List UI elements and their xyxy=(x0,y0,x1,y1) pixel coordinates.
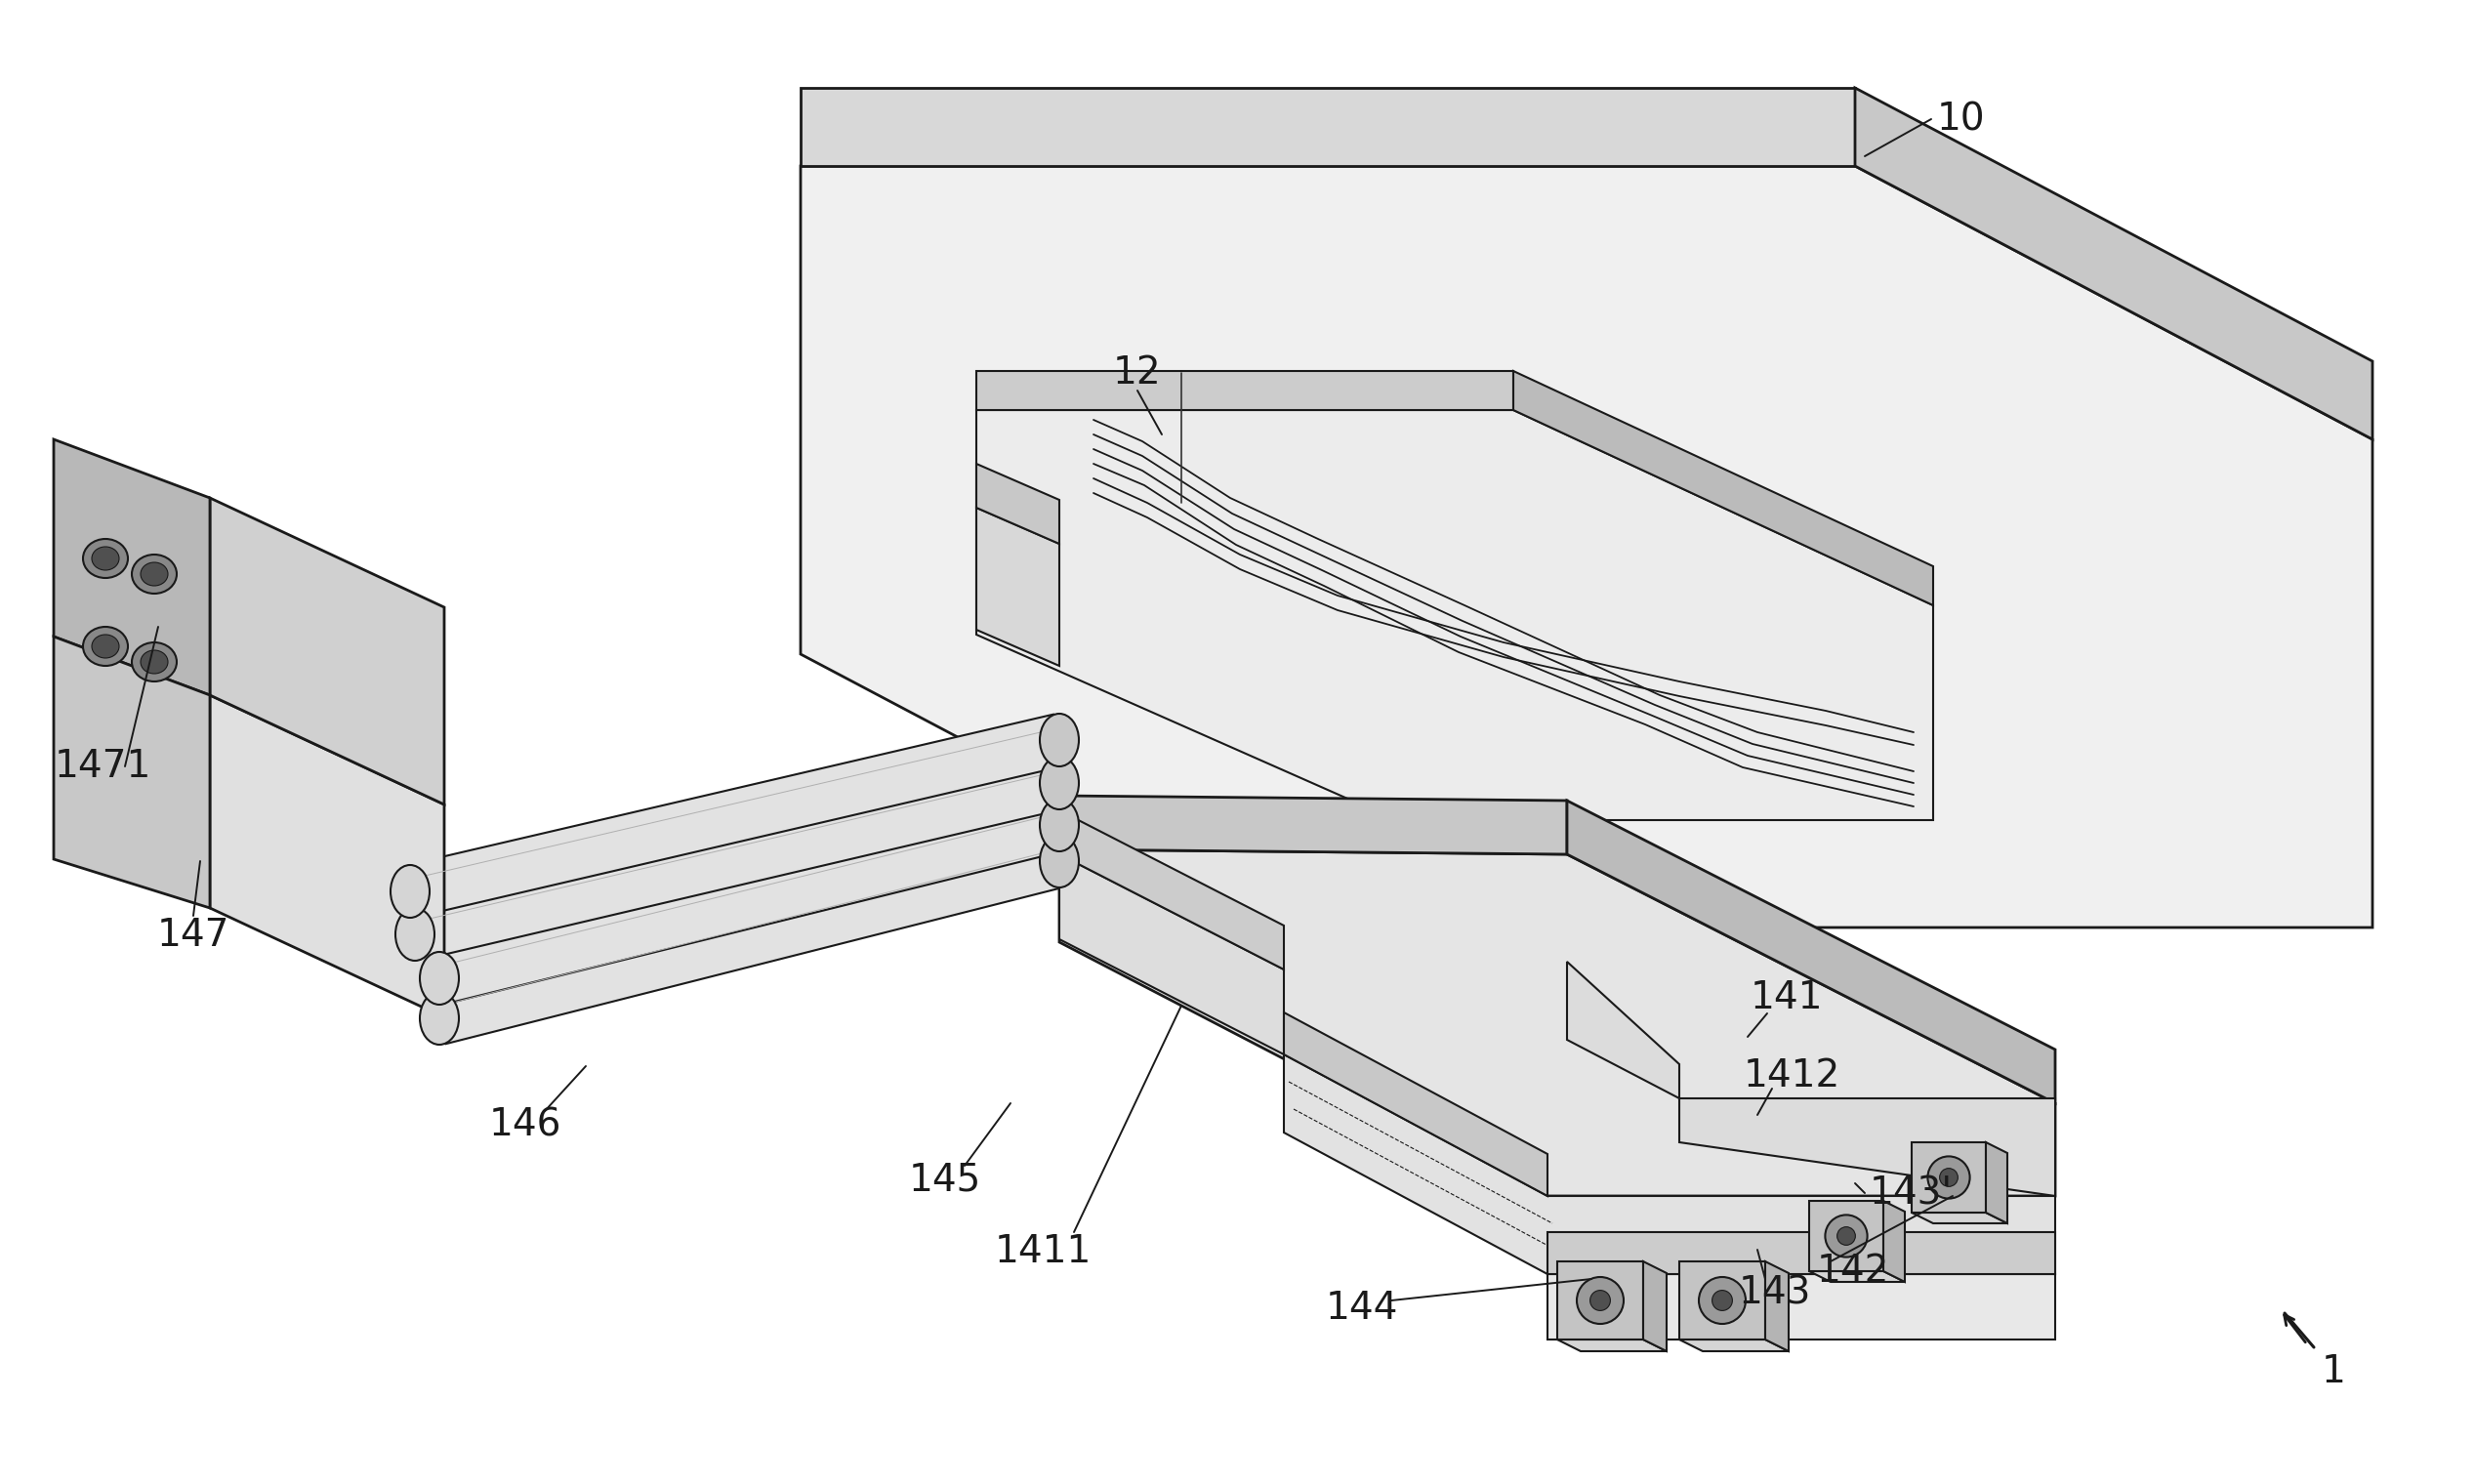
Ellipse shape xyxy=(391,865,431,917)
Ellipse shape xyxy=(1040,834,1079,887)
Polygon shape xyxy=(1557,1340,1666,1352)
Ellipse shape xyxy=(84,626,129,666)
Text: 1: 1 xyxy=(2322,1353,2346,1391)
Polygon shape xyxy=(1809,1272,1906,1282)
Ellipse shape xyxy=(84,539,129,577)
Polygon shape xyxy=(1059,810,1285,969)
Ellipse shape xyxy=(421,991,458,1045)
Ellipse shape xyxy=(421,951,458,1005)
Ellipse shape xyxy=(92,635,119,657)
Text: 1412: 1412 xyxy=(1742,1057,1839,1095)
Polygon shape xyxy=(210,499,443,804)
Text: 1471: 1471 xyxy=(54,748,151,785)
Polygon shape xyxy=(1883,1201,1906,1282)
Circle shape xyxy=(1698,1278,1745,1324)
Polygon shape xyxy=(1681,1261,1765,1340)
Polygon shape xyxy=(1059,849,2054,1196)
Polygon shape xyxy=(1547,1232,2054,1275)
Polygon shape xyxy=(1911,1212,2007,1223)
Polygon shape xyxy=(433,800,1067,1003)
Text: 147: 147 xyxy=(156,917,230,954)
Polygon shape xyxy=(1567,800,2054,1103)
Text: 146: 146 xyxy=(490,1106,562,1143)
Text: 145: 145 xyxy=(908,1160,980,1198)
Polygon shape xyxy=(1643,1261,1666,1352)
Ellipse shape xyxy=(141,562,168,586)
Ellipse shape xyxy=(1040,798,1079,852)
Ellipse shape xyxy=(131,555,176,594)
Circle shape xyxy=(1928,1156,1970,1199)
Text: 12: 12 xyxy=(1114,355,1161,392)
Text: 10: 10 xyxy=(1935,101,1985,138)
Polygon shape xyxy=(1856,88,2374,439)
Polygon shape xyxy=(408,757,1064,960)
Polygon shape xyxy=(1285,1012,1547,1196)
Polygon shape xyxy=(54,439,210,695)
Polygon shape xyxy=(1765,1261,1789,1352)
Ellipse shape xyxy=(92,546,119,570)
Polygon shape xyxy=(975,508,1059,666)
Ellipse shape xyxy=(1040,757,1079,809)
Ellipse shape xyxy=(131,643,176,681)
Polygon shape xyxy=(403,714,1064,917)
Circle shape xyxy=(1589,1290,1611,1310)
Polygon shape xyxy=(975,371,1512,410)
Text: 1411: 1411 xyxy=(995,1233,1091,1270)
Polygon shape xyxy=(54,637,210,908)
Polygon shape xyxy=(1512,371,1933,605)
Polygon shape xyxy=(1911,1143,1985,1212)
Polygon shape xyxy=(433,835,1067,1043)
Ellipse shape xyxy=(396,908,436,960)
Circle shape xyxy=(1836,1227,1856,1245)
Polygon shape xyxy=(210,695,443,1018)
Polygon shape xyxy=(1809,1201,1883,1272)
Polygon shape xyxy=(799,166,2374,928)
Polygon shape xyxy=(799,88,1856,166)
Circle shape xyxy=(1940,1168,1958,1187)
Polygon shape xyxy=(1557,1261,1643,1340)
Circle shape xyxy=(1713,1290,1732,1310)
Ellipse shape xyxy=(141,650,168,674)
Ellipse shape xyxy=(1040,714,1079,766)
Polygon shape xyxy=(1285,1055,2054,1275)
Text: 142: 142 xyxy=(1817,1252,1888,1290)
Polygon shape xyxy=(1681,1340,1789,1352)
Text: 144: 144 xyxy=(1327,1290,1398,1327)
Polygon shape xyxy=(975,410,1933,821)
Polygon shape xyxy=(1567,962,2054,1196)
Polygon shape xyxy=(1059,855,1285,1055)
Text: 141: 141 xyxy=(1750,979,1824,1017)
Text: 143': 143' xyxy=(1869,1174,1953,1211)
Circle shape xyxy=(1824,1215,1866,1257)
Polygon shape xyxy=(1059,795,1567,855)
Polygon shape xyxy=(1547,1275,2054,1340)
Polygon shape xyxy=(975,463,1059,543)
Text: 143: 143 xyxy=(1737,1275,1812,1312)
Circle shape xyxy=(1577,1278,1624,1324)
Polygon shape xyxy=(1985,1143,2007,1223)
